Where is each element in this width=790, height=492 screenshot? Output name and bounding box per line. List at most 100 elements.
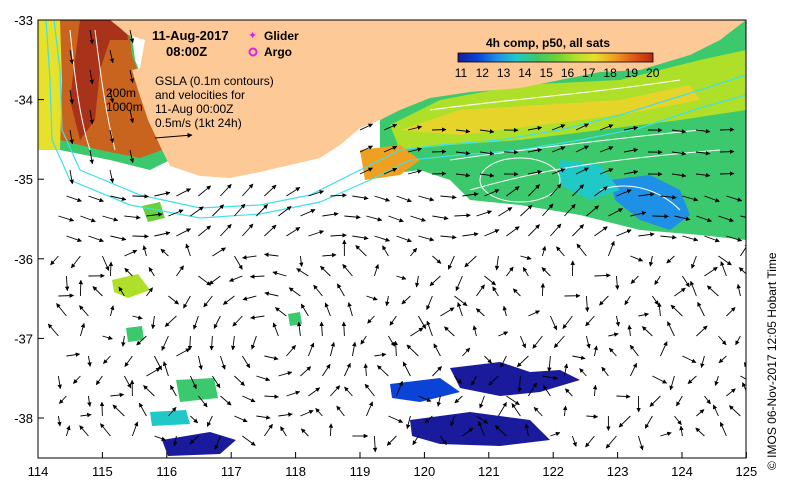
velocity-arrow	[396, 235, 412, 243]
velocity-arrow	[547, 355, 552, 373]
colorbar-tick-label: 12	[476, 66, 490, 80]
sst-west-hot	[70, 20, 128, 140]
lon-tick-label: 124	[671, 464, 693, 479]
velocity-arrow	[500, 355, 507, 368]
velocity-arrow	[431, 127, 447, 132]
velocity-arrow	[170, 385, 177, 397]
sst-patch-teal-5	[150, 410, 190, 426]
velocity-arrow	[695, 150, 711, 156]
velocity-arrow	[712, 404, 719, 417]
velocity-arrow	[315, 408, 323, 417]
velocity-arrow	[396, 195, 412, 203]
velocity-arrow	[374, 352, 387, 358]
velocity-arrow	[406, 344, 419, 357]
velocity-arrow	[138, 402, 147, 417]
velocity-arrow	[454, 213, 471, 218]
velocity-arrow	[464, 255, 477, 268]
velocity-arrow	[154, 231, 171, 237]
velocity-arrow	[187, 335, 193, 351]
velocity-arrow	[682, 355, 697, 363]
gsla-note-line-2: and velocities for	[155, 88, 245, 102]
velocity-arrow	[393, 340, 398, 357]
velocity-arrow	[527, 125, 543, 131]
velocity-arrow	[549, 315, 558, 331]
velocity-arrow	[541, 267, 551, 277]
velocity-arrow	[110, 392, 125, 398]
velocity-arrow	[720, 261, 727, 277]
velocity-arrow	[506, 266, 514, 277]
velocity-arrow	[592, 384, 598, 397]
velocity-arrow	[524, 423, 529, 437]
velocity-arrow	[455, 275, 463, 292]
velocity-arrow	[706, 285, 719, 297]
velocity-arrow	[410, 215, 427, 222]
velocity-arrow	[704, 266, 718, 277]
velocity-arrow	[402, 361, 411, 377]
map-title-date: 11-Aug-2017	[152, 28, 229, 43]
gsla-note-line-3: 11-Aug 00:00Z	[155, 102, 234, 116]
velocity-arrow	[359, 145, 374, 153]
velocity-arrow	[66, 352, 81, 357]
velocity-arrow	[242, 255, 257, 260]
velocity-arrow	[110, 235, 127, 241]
velocity-arrow	[234, 415, 248, 423]
velocity-arrow	[742, 382, 746, 392]
lat-tick-label: -33	[14, 13, 33, 28]
velocity-arrow	[146, 287, 153, 297]
velocity-arrow	[87, 395, 92, 407]
velocity-arrow	[256, 415, 271, 420]
velocity-arrow	[87, 355, 92, 367]
velocity-arrow	[542, 203, 554, 217]
velocity-arrow	[213, 315, 221, 329]
velocity-arrow	[718, 255, 732, 266]
velocity-arrow	[433, 343, 441, 357]
velocity-arrow	[586, 205, 600, 217]
velocity-arrow	[714, 375, 719, 386]
velocity-arrow	[506, 186, 520, 197]
velocity-arrow	[637, 435, 644, 451]
velocity-arrow	[69, 89, 74, 105]
sst-patch-navy-6	[162, 432, 236, 456]
velocity-arrow	[320, 265, 331, 277]
sst-patch-green-10	[288, 312, 302, 326]
velocity-arrow	[550, 183, 562, 197]
colorbar-tick-label: 19	[625, 66, 639, 80]
velocity-arrow	[173, 435, 178, 447]
velocity-arrow	[298, 255, 304, 268]
lon-axis: 114 115 116 117 118 119 120 121 122 123 124 125	[28, 452, 757, 479]
velocity-arrow	[462, 232, 479, 237]
velocity-arrow	[695, 427, 705, 437]
velocity-arrow	[377, 365, 389, 377]
velocity-arrow	[516, 355, 529, 368]
velocity-arrow	[112, 404, 125, 417]
velocity-arrow	[124, 355, 133, 367]
velocity-arrow	[551, 124, 566, 131]
velocity-arrow	[543, 385, 551, 397]
lat-tick-label: -35	[14, 172, 33, 187]
velocity-arrow	[414, 275, 420, 288]
velocity-arrow	[455, 172, 471, 178]
velocity-arrow	[64, 275, 70, 292]
velocity-arrow	[367, 315, 375, 324]
velocity-arrow	[572, 355, 586, 360]
velocity-arrow	[264, 394, 279, 399]
velocity-arrow	[307, 342, 315, 357]
velocity-arrow	[264, 291, 279, 297]
velocity-arrow	[89, 69, 94, 85]
velocity-arrow	[551, 146, 566, 153]
velocity-arrow	[183, 295, 191, 309]
velocity-arrow	[401, 295, 411, 305]
velocity-arrow	[190, 415, 199, 424]
velocity-arrow	[264, 224, 277, 237]
velocity-arrow	[203, 295, 213, 308]
velocity-arrow	[718, 215, 734, 223]
velocity-arrow	[556, 246, 565, 257]
velocity-arrow	[328, 423, 334, 437]
velocity-arrow	[70, 255, 81, 269]
velocity-arrow	[208, 275, 221, 285]
velocity-arrow	[242, 355, 251, 369]
velocity-arrow	[532, 335, 543, 349]
velocity-arrow	[426, 295, 433, 311]
velocity-arrow	[728, 405, 741, 417]
velocity-arrow	[230, 335, 236, 351]
